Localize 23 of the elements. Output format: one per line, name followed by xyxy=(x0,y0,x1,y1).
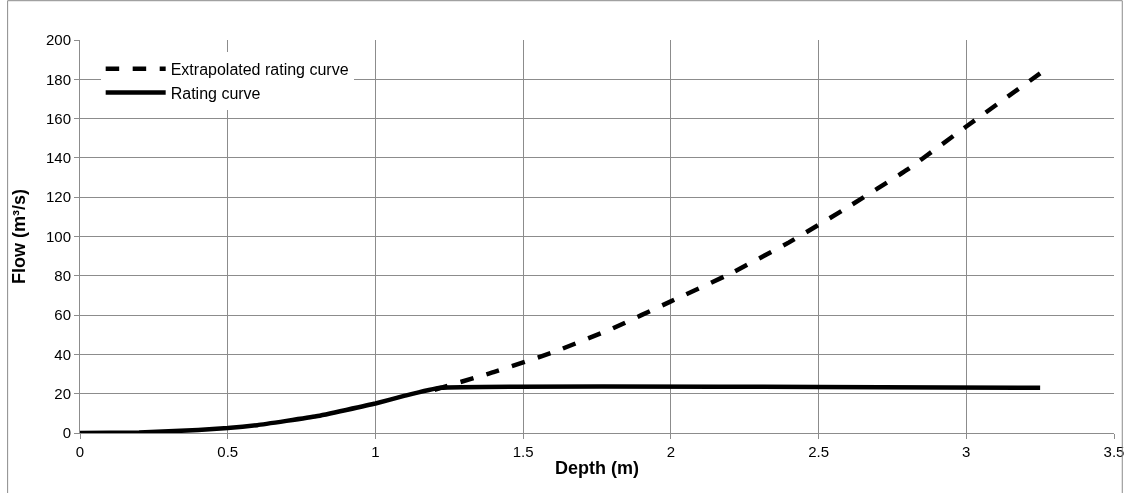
x-axis-title: Depth (m) xyxy=(555,458,639,479)
y-tick-label: 60 xyxy=(54,306,71,324)
legend-label: Extrapolated rating curve xyxy=(170,60,349,78)
x-tick-label: 3.5 xyxy=(1103,443,1125,460)
y-tick-label: 40 xyxy=(54,345,71,363)
y-axis-title: Flow (m³/s) xyxy=(9,189,30,284)
y-tick-label: 20 xyxy=(54,384,71,402)
x-tick-label: 2 xyxy=(666,443,676,460)
y-tick-label: 200 xyxy=(45,31,71,49)
x-tick-label: 0.5 xyxy=(217,443,239,460)
y-tick-label: 80 xyxy=(54,267,71,285)
y-tick-label: 180 xyxy=(45,70,71,88)
legend-label: Rating curve xyxy=(170,84,261,102)
x-tick-label: 0 xyxy=(75,443,85,460)
x-tick-label: 1 xyxy=(371,443,380,460)
x-tick-label: 2.5 xyxy=(808,443,829,460)
y-tick-label: 160 xyxy=(45,109,71,127)
y-tick-label: 120 xyxy=(45,188,71,206)
y-tick-label: 140 xyxy=(45,149,71,167)
y-tick-label: 0 xyxy=(62,424,71,442)
y-tick-label: 100 xyxy=(45,227,71,245)
x-tick-label: 1.5 xyxy=(512,443,534,460)
x-tick-label: 3 xyxy=(962,443,971,460)
